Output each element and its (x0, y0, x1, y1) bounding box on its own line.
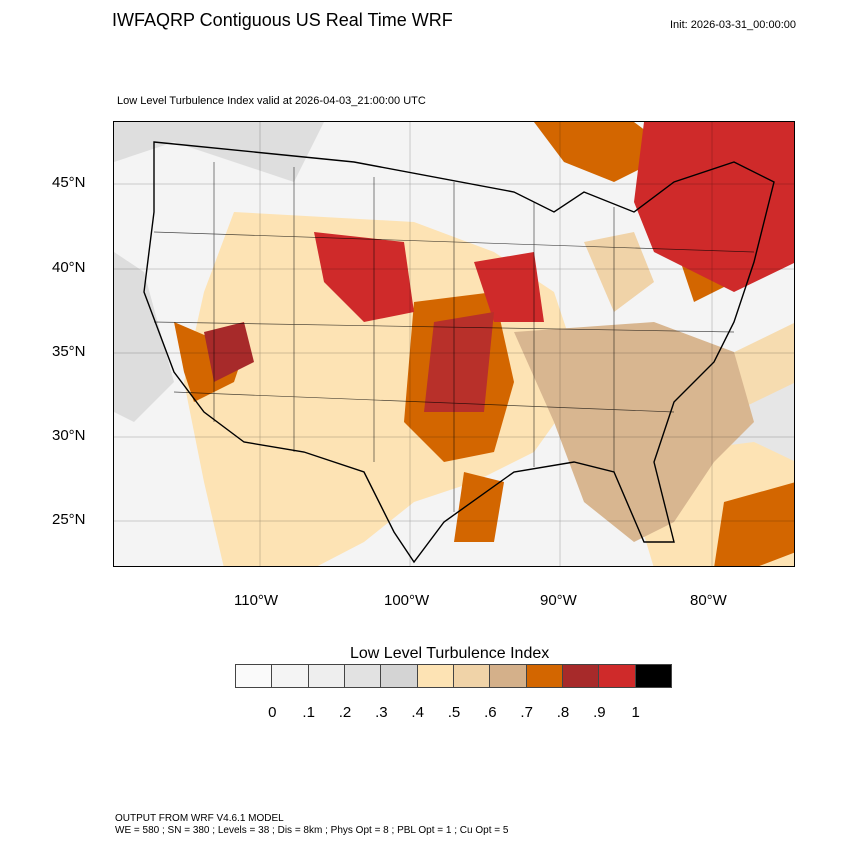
map-panel (113, 121, 795, 567)
colorbar-tick-label: .2 (338, 704, 352, 721)
tan-field-michigan (584, 232, 654, 312)
colorbar-tick-label: 0 (268, 704, 277, 721)
colorbar-swatch (307, 664, 345, 688)
colorbar-tick-label: 1 (631, 704, 640, 721)
us-outline (143, 141, 775, 564)
colorbar-swatch (380, 664, 418, 688)
colorbar-tick-label: .3 (375, 704, 388, 721)
colorbar-tick-label: .6 (484, 704, 497, 721)
lon-label-100: 100°W (384, 592, 430, 609)
lon-label-80: 80°W (690, 592, 727, 609)
colorbar-swatch (525, 664, 563, 688)
colorbar-swatch (634, 664, 672, 688)
orange-field-florida-sea (714, 482, 794, 566)
model-options: WE = 580 ; SN = 380 ; Levels = 38 ; Dis … (115, 825, 509, 836)
lat-label-45: 45°N (52, 174, 86, 191)
colorbar-swatch (598, 664, 636, 688)
colorbar-tick-label: .8 (556, 704, 570, 721)
colorbar-tick-label: .5 (447, 704, 461, 721)
red-field-iowa (474, 252, 544, 322)
turbulence-map (114, 122, 794, 566)
colorbar-tick-label: .9 (593, 704, 606, 721)
plot-subtitle: Low Level Turbulence Index valid at 2026… (117, 95, 426, 107)
colorbar-tick-label: .4 (411, 704, 424, 721)
model-info: OUTPUT FROM WRF V4.6.1 MODEL (115, 813, 284, 824)
colorbar-swatch (235, 664, 273, 688)
lat-label-30: 30°N (52, 427, 86, 444)
colorbar-swatch (416, 664, 454, 688)
state-boundaries (153, 162, 755, 512)
colorbar-tick-label: .1 (302, 704, 315, 721)
lon-label-90: 90°W (540, 592, 577, 609)
gray-field-pacific (114, 252, 174, 422)
colorbar-swatch (452, 664, 491, 688)
map-gridlines (114, 122, 794, 566)
red-field-wyoming (314, 232, 414, 322)
lon-label-110: 110°W (234, 592, 279, 609)
legend-title: Low Level Turbulence Index (350, 645, 550, 662)
orange-field-southwest (174, 322, 244, 402)
colorbar-swatch (489, 664, 527, 688)
init-time: Init: 2026-03-31_00:00:00 (670, 19, 796, 31)
orange-field-texas (454, 472, 504, 542)
gray-field-nw (114, 122, 324, 182)
red-field-arizona (204, 322, 254, 382)
plot-title: IWFAQRP Contiguous US Real Time WRF (112, 10, 453, 30)
lat-label-25: 25°N (52, 511, 86, 528)
colorbar (235, 664, 672, 688)
lat-label-40: 40°N (52, 259, 86, 276)
colorbar-swatch (561, 664, 600, 688)
colorbar-swatch (343, 664, 382, 688)
colorbar-tick-label: .7 (520, 704, 533, 721)
red-field-kansas (424, 312, 494, 412)
tan-field-east (514, 322, 754, 542)
lat-label-35: 35°N (52, 343, 86, 360)
colorbar-swatch (271, 664, 309, 688)
